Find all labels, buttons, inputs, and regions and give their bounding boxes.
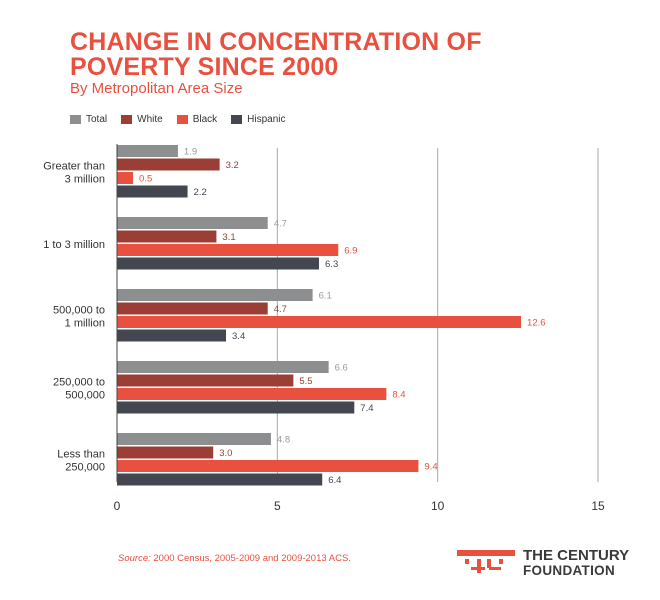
value-label-black-4: 9.4: [424, 462, 437, 473]
bar-total-1: [117, 217, 268, 229]
value-label-total-4: 4.8: [277, 435, 290, 446]
logo-line-2: FOUNDATION: [523, 563, 615, 578]
legend-label-total: Total: [86, 114, 108, 125]
century-foundation-logo-icon: [457, 548, 517, 578]
category-label-2-0: 500,000 to: [53, 305, 105, 317]
source-prefix: Source:: [118, 553, 151, 564]
bar-black-2: [117, 316, 522, 328]
category-label-2-1: 1 million: [65, 318, 105, 330]
value-label-white-0: 3.2: [226, 160, 239, 171]
category-label-0-1: 3 million: [65, 174, 105, 186]
bar-black-0: [117, 172, 134, 184]
source-text: 2000 Census, 2005-2009 and 2009-2013 ACS…: [150, 553, 351, 564]
value-label-white-3: 5.5: [299, 376, 312, 387]
legend-item-total: Total: [70, 114, 107, 125]
chart-title: CHANGE IN CONCENTRATION OF POVERTY SINCE…: [70, 30, 482, 80]
value-label-white-1: 3.1: [222, 232, 235, 243]
chart-title-line-2: POVERTY SINCE 2000: [70, 53, 339, 81]
legend-item-hispanic: Hispanic: [231, 114, 286, 125]
bar-total-3: [117, 361, 329, 373]
x-tick-label-5: 5: [274, 499, 281, 513]
legend-swatch-hispanic: [231, 115, 243, 124]
value-label-total-2: 6.1: [319, 291, 332, 302]
category-label-3-1: 500,000: [65, 390, 105, 402]
legend-swatch-black: [176, 115, 188, 124]
bar-white-3: [117, 374, 294, 387]
bar-hispanic-1: [117, 257, 320, 270]
chart-legend: Total White Black Hispanic: [70, 114, 300, 125]
bar-black-1: [117, 244, 339, 256]
value-label-black-3: 8.4: [392, 390, 405, 401]
bar-total-0: [117, 145, 178, 157]
chart-title-line-1: CHANGE IN CONCENTRATION OF: [70, 28, 482, 56]
value-label-total-3: 6.6: [335, 363, 348, 374]
legend-label-white: White: [137, 114, 163, 125]
value-label-black-0: 0.5: [139, 174, 152, 185]
bar-white-2: [117, 302, 268, 315]
category-label-1-0: 1 to 3 million: [43, 239, 105, 251]
value-label-hispanic-2: 3.4: [232, 331, 245, 342]
bar-hispanic-4: [117, 473, 323, 486]
bar-black-4: [117, 460, 419, 472]
value-label-hispanic-3: 7.4: [360, 403, 373, 414]
category-label-4-1: 250,000: [65, 462, 105, 474]
value-label-total-1: 4.7: [274, 219, 287, 230]
x-tick-label-0: 0: [114, 499, 121, 513]
bar-total-2: [117, 289, 313, 301]
bar-white-0: [117, 158, 220, 171]
value-label-hispanic-0: 2.2: [194, 187, 207, 198]
legend-item-white: White: [121, 114, 163, 125]
source-note: Source: 2000 Census, 2005-2009 and 2009-…: [118, 553, 351, 564]
value-label-total-0: 1.9: [184, 147, 197, 158]
bar-white-4: [117, 446, 214, 459]
legend-item-black: Black: [176, 114, 218, 125]
value-label-black-2: 12.6: [527, 318, 546, 329]
category-label-0-0: Greater than: [43, 161, 105, 173]
century-foundation-logo: THE CENTURY FOUNDATION: [457, 548, 629, 578]
value-label-black-1: 6.9: [344, 246, 357, 257]
category-label-4-0: Less than: [57, 449, 105, 461]
chart-subtitle: By Metropolitan Area Size: [70, 80, 243, 97]
x-tick-label-10: 10: [431, 499, 445, 513]
bar-total-4: [117, 433, 271, 445]
legend-swatch-total: [70, 115, 81, 124]
bar-hispanic-2: [117, 329, 227, 342]
value-label-white-4: 3.0: [219, 448, 232, 459]
value-label-white-2: 4.7: [274, 304, 287, 315]
bar-white-1: [117, 230, 217, 243]
x-tick-label-15: 15: [591, 499, 605, 513]
bar-hispanic-3: [117, 401, 355, 414]
legend-label-hispanic: Hispanic: [247, 114, 286, 125]
logo-line-1: THE CENTURY: [523, 547, 630, 564]
logo-text: THE CENTURY FOUNDATION: [523, 548, 629, 578]
value-label-hispanic-1: 6.3: [325, 259, 338, 270]
bar-hispanic-0: [117, 185, 188, 198]
bar-black-3: [117, 388, 387, 400]
legend-label-black: Black: [192, 114, 218, 125]
legend-swatch-white: [121, 115, 133, 124]
value-label-hispanic-4: 6.4: [328, 475, 341, 486]
category-label-3-0: 250,000 to: [53, 377, 105, 389]
